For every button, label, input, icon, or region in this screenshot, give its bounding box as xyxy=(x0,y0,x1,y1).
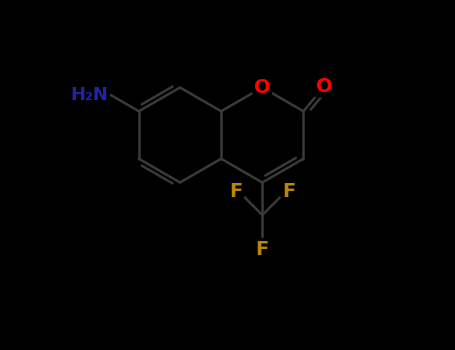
Text: F: F xyxy=(256,239,269,259)
Text: F: F xyxy=(229,182,242,201)
Text: O: O xyxy=(316,77,333,96)
Text: F: F xyxy=(282,182,296,201)
Text: H₂N: H₂N xyxy=(71,86,108,104)
Text: O: O xyxy=(254,78,271,97)
